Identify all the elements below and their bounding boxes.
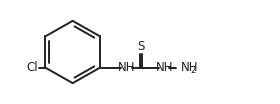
Text: 2: 2 — [191, 66, 196, 74]
Text: NH: NH — [156, 61, 173, 74]
Text: NH: NH — [118, 61, 136, 74]
Text: Cl: Cl — [27, 61, 38, 74]
Text: S: S — [137, 40, 145, 53]
Text: NH: NH — [181, 61, 199, 74]
